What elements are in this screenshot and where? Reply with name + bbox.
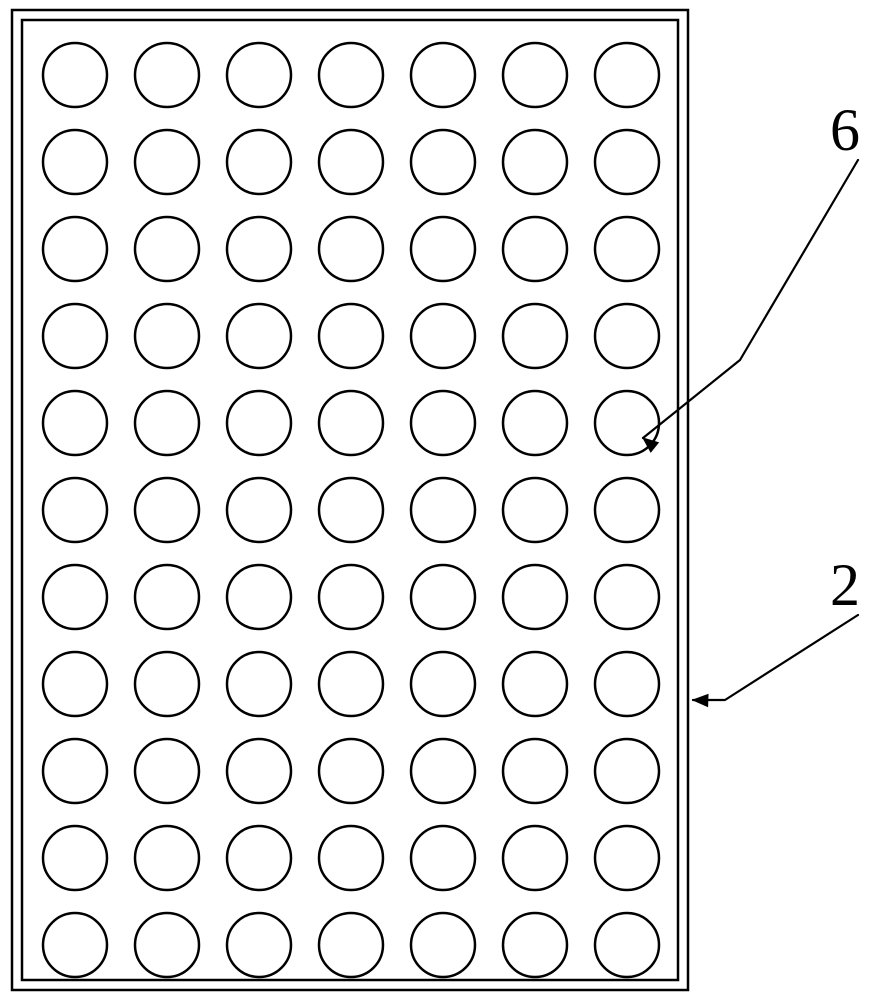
diagram-svg — [0, 0, 886, 1000]
hole-circle — [227, 478, 291, 542]
hole-circle — [411, 478, 475, 542]
callout-label-6: 6 — [830, 100, 860, 160]
hole-circle — [319, 478, 383, 542]
callout-label-2: 2 — [830, 555, 860, 615]
hole-circle — [135, 304, 199, 368]
hole-circle — [227, 217, 291, 281]
hole-circle — [411, 217, 475, 281]
hole-circle — [411, 130, 475, 194]
hole-circle — [43, 478, 107, 542]
hole-circle — [227, 565, 291, 629]
hole-circle — [227, 739, 291, 803]
hole-circle — [595, 565, 659, 629]
hole-circle — [411, 826, 475, 890]
hole-circle — [43, 739, 107, 803]
hole-circle — [135, 913, 199, 977]
hole-circle — [43, 652, 107, 716]
hole-circle — [319, 217, 383, 281]
hole-circle — [227, 43, 291, 107]
hole-circle — [319, 913, 383, 977]
hole-circle — [135, 739, 199, 803]
hole-circle — [135, 565, 199, 629]
hole-circle — [319, 652, 383, 716]
hole-circle — [43, 913, 107, 977]
hole-circle — [135, 652, 199, 716]
hole-circle — [227, 391, 291, 455]
hole-circle — [135, 217, 199, 281]
callout-leader-2 — [693, 615, 858, 700]
hole-circle — [43, 130, 107, 194]
hole-circle — [319, 304, 383, 368]
callout-arrowhead-2 — [693, 695, 708, 707]
hole-circle — [319, 43, 383, 107]
hole-circle — [135, 130, 199, 194]
hole-circle — [503, 826, 567, 890]
hole-circle — [135, 478, 199, 542]
hole-circle — [503, 217, 567, 281]
hole-circle — [411, 304, 475, 368]
hole-circle — [503, 43, 567, 107]
hole-circle — [503, 478, 567, 542]
callout-leader-6 — [643, 160, 858, 438]
hole-circle — [319, 565, 383, 629]
hole-circle — [595, 304, 659, 368]
hole-circle — [227, 130, 291, 194]
hole-circle — [319, 826, 383, 890]
hole-circle — [503, 565, 567, 629]
hole-circle — [411, 391, 475, 455]
hole-circle — [595, 826, 659, 890]
hole-circle — [319, 130, 383, 194]
hole-circle — [319, 739, 383, 803]
hole-circle — [595, 43, 659, 107]
hole-circle — [43, 217, 107, 281]
hole-circle — [411, 913, 475, 977]
hole-circle — [595, 217, 659, 281]
hole-circle — [135, 391, 199, 455]
hole-circle — [411, 565, 475, 629]
hole-circle — [411, 739, 475, 803]
hole-circle — [135, 43, 199, 107]
hole-circle — [411, 43, 475, 107]
hole-circle — [227, 913, 291, 977]
hole-circle — [43, 391, 107, 455]
hole-circle — [503, 304, 567, 368]
hole-circle — [411, 652, 475, 716]
hole-circle — [595, 913, 659, 977]
hole-circle — [503, 913, 567, 977]
diagram-canvas: 6 2 — [0, 0, 886, 1000]
hole-circle — [503, 130, 567, 194]
hole-circle — [43, 565, 107, 629]
hole-circle — [135, 826, 199, 890]
hole-circle — [227, 826, 291, 890]
hole-circle — [595, 739, 659, 803]
hole-circle — [595, 130, 659, 194]
hole-circle — [595, 652, 659, 716]
hole-circle — [503, 391, 567, 455]
hole-circle — [43, 304, 107, 368]
hole-circle — [595, 478, 659, 542]
hole-circle — [227, 304, 291, 368]
hole-circle — [43, 43, 107, 107]
hole-circle — [503, 652, 567, 716]
hole-circle — [503, 739, 567, 803]
hole-circle — [319, 391, 383, 455]
hole-circle — [227, 652, 291, 716]
hole-circle — [43, 826, 107, 890]
